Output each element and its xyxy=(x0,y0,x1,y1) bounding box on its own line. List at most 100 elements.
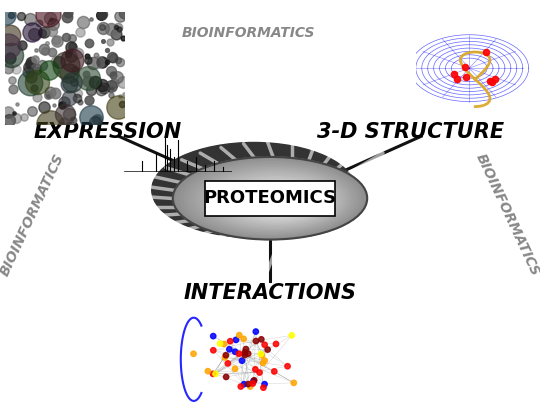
Point xyxy=(32,47,40,53)
Point xyxy=(70,79,79,85)
Point xyxy=(43,40,51,46)
Point xyxy=(46,120,55,127)
Ellipse shape xyxy=(252,189,310,214)
Point xyxy=(17,12,25,19)
Point xyxy=(67,52,76,59)
Point xyxy=(109,55,118,61)
Point xyxy=(28,29,36,36)
Point xyxy=(289,380,298,386)
Point xyxy=(57,101,66,108)
FancyBboxPatch shape xyxy=(205,181,335,216)
Point xyxy=(33,66,42,73)
Point xyxy=(110,79,118,86)
Point xyxy=(87,86,96,93)
Point xyxy=(118,34,127,41)
Point xyxy=(97,10,106,17)
Point xyxy=(8,76,17,83)
Point xyxy=(11,115,20,121)
Point xyxy=(71,67,80,74)
Point xyxy=(264,346,272,353)
Ellipse shape xyxy=(214,173,338,226)
Point xyxy=(244,381,253,387)
Point xyxy=(26,60,35,67)
Point xyxy=(256,351,265,357)
Point xyxy=(6,51,15,58)
Point xyxy=(209,333,218,339)
Point xyxy=(82,52,91,59)
Point xyxy=(92,52,100,58)
Point xyxy=(107,54,116,61)
Point xyxy=(488,79,496,86)
Point xyxy=(113,24,122,31)
Point xyxy=(215,340,224,347)
Point xyxy=(62,33,71,40)
Point xyxy=(260,342,269,348)
Point xyxy=(209,347,218,354)
Point xyxy=(226,338,234,344)
Point xyxy=(33,78,42,85)
Point xyxy=(43,11,52,17)
Point xyxy=(47,16,56,23)
Point xyxy=(462,74,470,80)
Point xyxy=(92,116,101,122)
Point xyxy=(260,357,269,364)
Ellipse shape xyxy=(237,183,321,218)
Point xyxy=(453,76,461,83)
Point xyxy=(17,42,26,48)
Point xyxy=(65,111,73,117)
Ellipse shape xyxy=(188,163,356,235)
Point xyxy=(259,360,267,366)
Point xyxy=(491,75,500,82)
Point xyxy=(272,341,280,347)
Point xyxy=(89,60,97,66)
Ellipse shape xyxy=(152,142,356,237)
Point xyxy=(260,381,269,387)
Text: BIOINFORMATICS: BIOINFORMATICS xyxy=(181,26,315,40)
Ellipse shape xyxy=(245,186,316,216)
Ellipse shape xyxy=(173,157,367,240)
Point xyxy=(55,59,63,66)
Ellipse shape xyxy=(256,190,308,212)
Point xyxy=(68,35,76,41)
Point xyxy=(59,119,68,126)
Point xyxy=(50,101,58,108)
Point xyxy=(5,116,14,123)
Point xyxy=(6,55,15,61)
Point xyxy=(4,65,12,71)
Point xyxy=(235,332,244,338)
Point xyxy=(62,61,71,68)
Ellipse shape xyxy=(184,161,359,236)
Point xyxy=(222,374,231,380)
Point xyxy=(116,58,124,65)
Point xyxy=(66,43,75,50)
Text: PROTEOMICS: PROTEOMICS xyxy=(204,189,336,207)
Point xyxy=(40,103,49,110)
Point xyxy=(2,12,10,19)
Point xyxy=(238,357,246,364)
Text: BIOINFORMATICS: BIOINFORMATICS xyxy=(0,151,67,278)
Ellipse shape xyxy=(180,160,362,237)
Ellipse shape xyxy=(177,159,364,238)
Point xyxy=(32,93,41,100)
Point xyxy=(117,101,126,108)
Point xyxy=(252,328,260,335)
Point xyxy=(87,16,96,23)
Point xyxy=(107,85,116,92)
Point xyxy=(96,12,105,18)
Point xyxy=(9,109,18,116)
Point xyxy=(251,366,260,373)
Point xyxy=(34,19,43,26)
Point xyxy=(37,62,46,69)
Point xyxy=(99,38,107,44)
Point xyxy=(19,114,28,121)
Point xyxy=(244,350,253,357)
Point xyxy=(25,63,33,70)
Ellipse shape xyxy=(275,198,294,206)
Point xyxy=(76,29,84,36)
Point xyxy=(85,39,94,46)
Point xyxy=(116,13,125,20)
Point xyxy=(85,97,93,103)
Point xyxy=(52,38,61,44)
Point xyxy=(485,78,494,84)
Ellipse shape xyxy=(203,169,346,230)
